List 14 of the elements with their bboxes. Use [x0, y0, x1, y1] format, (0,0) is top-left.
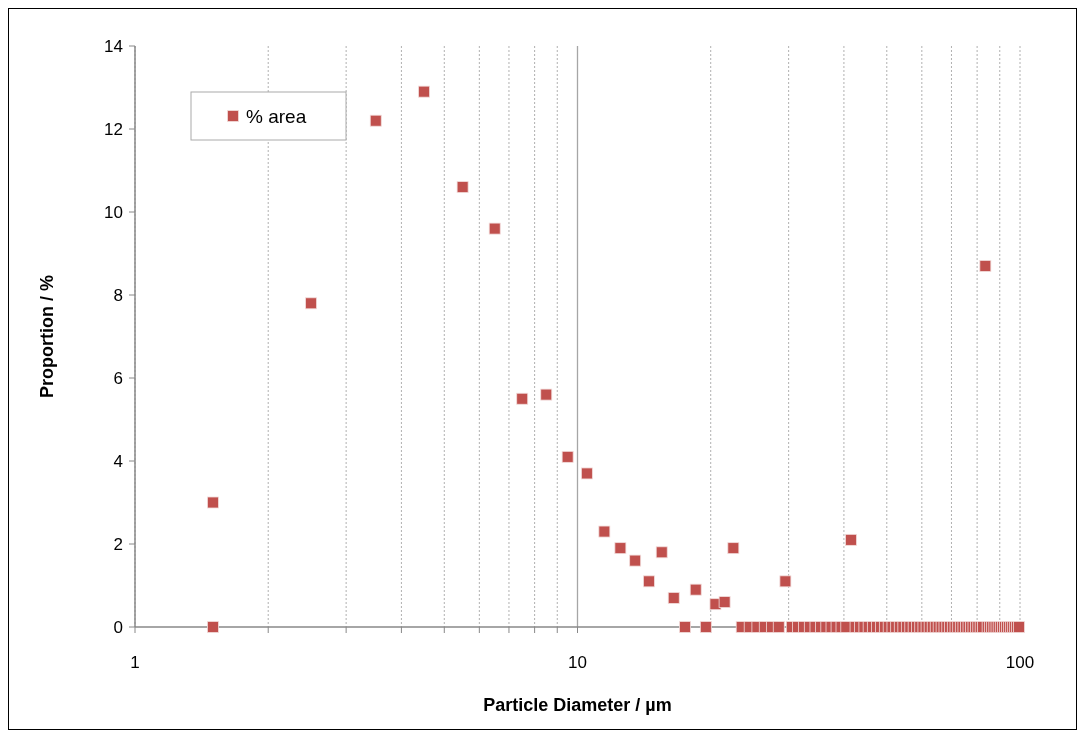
y-tick-label: 10	[104, 202, 123, 222]
y-axis-title: Proportion / %	[37, 275, 57, 398]
y-tick-label: 2	[113, 534, 123, 554]
y-tick-label: 8	[113, 285, 123, 305]
x-axis-title: Particle Diameter / µm	[483, 695, 672, 715]
y-tick-label: 0	[113, 617, 123, 637]
y-tick-label: 14	[104, 36, 123, 56]
x-tick-label: 100	[1005, 653, 1035, 672]
y-tick-label: 6	[113, 368, 123, 388]
y-tick-label: 12	[104, 119, 123, 139]
x-tick-label: 1	[130, 653, 140, 672]
legend-label: % area	[246, 105, 307, 127]
x-tick-label: 10	[568, 653, 587, 672]
y-tick-label: 4	[113, 451, 123, 471]
